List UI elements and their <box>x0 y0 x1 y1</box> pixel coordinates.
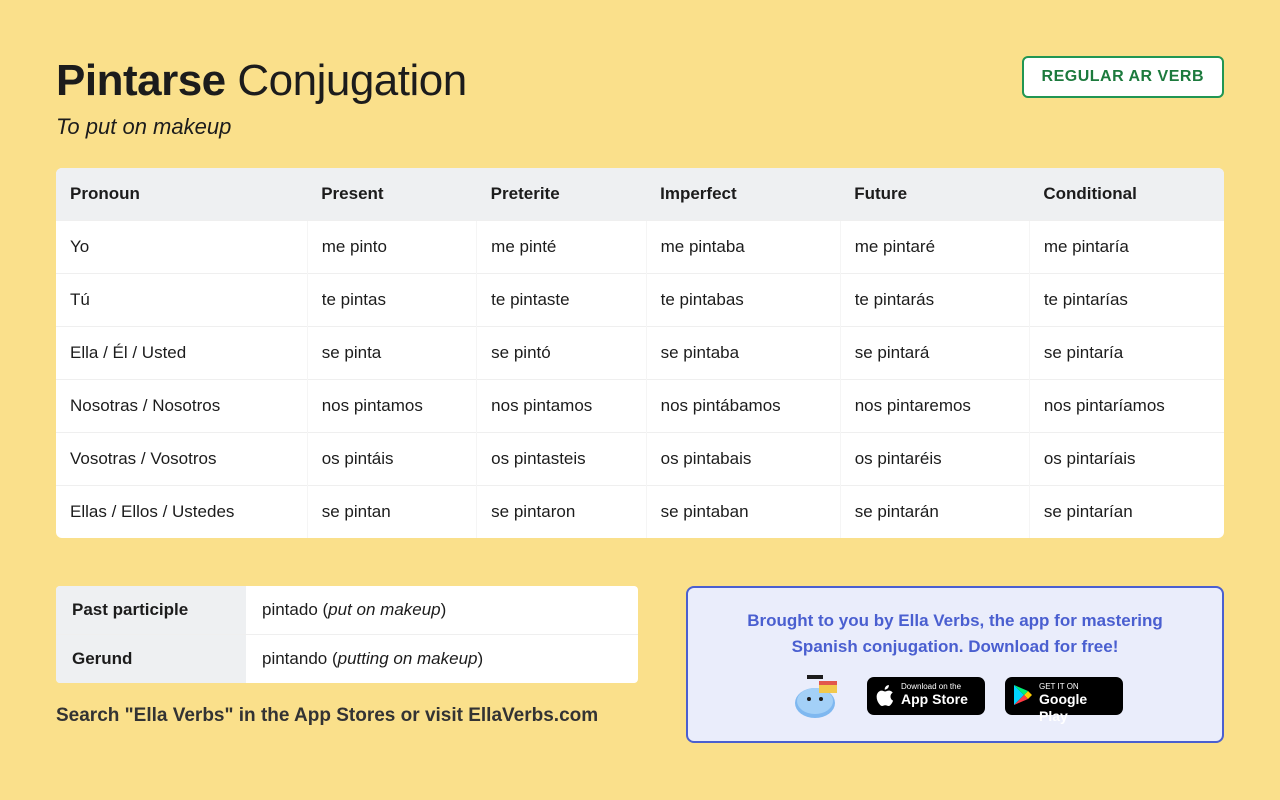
conjugation-cell: me pintaba <box>646 221 840 274</box>
conjugation-cell: os pintaríais <box>1029 433 1224 486</box>
conjugation-cell: se pintó <box>477 327 646 380</box>
title-suffix: Conjugation <box>237 56 466 105</box>
conjugation-cell: me pinté <box>477 221 646 274</box>
conjugation-cell: se pintarían <box>1029 486 1224 539</box>
pronoun-cell: Yo <box>56 221 307 274</box>
conjugation-cell: se pintaron <box>477 486 646 539</box>
conjugation-cell: me pintaré <box>840 221 1029 274</box>
conjugation-cell: nos pintamos <box>307 380 476 433</box>
pronoun-cell: Nosotras / Nosotros <box>56 380 307 433</box>
page-title: Pintarse Conjugation <box>56 56 467 106</box>
gerund-value: pintando (putting on makeup) <box>246 635 638 684</box>
conjugation-cell: se pinta <box>307 327 476 380</box>
conjugation-cell: me pinto <box>307 221 476 274</box>
conjugation-cell: os pintabais <box>646 433 840 486</box>
conjugation-cell: se pintaba <box>646 327 840 380</box>
table-header-row: Pronoun Present Preterite Imperfect Futu… <box>56 168 1224 221</box>
conjugation-cell: os pintaréis <box>840 433 1029 486</box>
col-preterite: Preterite <box>477 168 646 221</box>
google-play-badge[interactable]: GET IT ON Google Play <box>1005 677 1123 715</box>
table-row: Ellas / Ellos / Ustedesse pintanse pinta… <box>56 486 1224 539</box>
gerund-label: Gerund <box>56 635 246 684</box>
conjugation-cell: te pintabas <box>646 274 840 327</box>
conjugation-cell: os pintasteis <box>477 433 646 486</box>
col-future: Future <box>840 168 1029 221</box>
gerund-row: Gerund pintando (putting on makeup) <box>56 635 638 684</box>
promo-box: Brought to you by Ella Verbs, the app fo… <box>686 586 1224 743</box>
col-conditional: Conditional <box>1029 168 1224 221</box>
conjugation-cell: nos pintábamos <box>646 380 840 433</box>
conjugation-cell: nos pintaremos <box>840 380 1029 433</box>
pronoun-cell: Vosotras / Vosotros <box>56 433 307 486</box>
verb-type-badge: REGULAR AR VERB <box>1022 56 1224 98</box>
mascot-icon <box>787 673 847 719</box>
conjugation-cell: te pintas <box>307 274 476 327</box>
conjugation-cell: te pintarías <box>1029 274 1224 327</box>
conjugation-cell: te pintarás <box>840 274 1029 327</box>
google-play-icon <box>1013 684 1033 706</box>
past-participle-label: Past participle <box>56 586 246 635</box>
table-row: Túte pintaste pintastete pintabaste pint… <box>56 274 1224 327</box>
table-row: Ella / Él / Ustedse pintase pintóse pint… <box>56 327 1224 380</box>
conjugation-cell: se pintan <box>307 486 476 539</box>
col-pronoun: Pronoun <box>56 168 307 221</box>
past-participle-row: Past participle pintado (put on makeup) <box>56 586 638 635</box>
table-row: Nosotras / Nosotrosnos pintamosnos pinta… <box>56 380 1224 433</box>
conjugation-cell: se pintaría <box>1029 327 1224 380</box>
conjugation-cell: se pintaban <box>646 486 840 539</box>
pronoun-cell: Ellas / Ellos / Ustedes <box>56 486 307 539</box>
participle-table: Past participle pintado (put on makeup) … <box>56 586 638 683</box>
table-row: Vosotras / Vosotrosos pintáisos pintaste… <box>56 433 1224 486</box>
conjugation-cell: se pintará <box>840 327 1029 380</box>
search-line: Search "Ella Verbs" in the App Stores or… <box>56 705 638 727</box>
verb-name: Pintarse <box>56 56 226 105</box>
past-participle-value: pintado (put on makeup) <box>246 586 638 635</box>
conjugation-cell: me pintaría <box>1029 221 1224 274</box>
conjugation-cell: os pintáis <box>307 433 476 486</box>
table-row: Yome pintome pintéme pintabame pintaréme… <box>56 221 1224 274</box>
conjugation-cell: nos pintaríamos <box>1029 380 1224 433</box>
verb-translation: To put on makeup <box>56 114 467 140</box>
promo-text: Brought to you by Ella Verbs, the app fo… <box>712 608 1198 659</box>
conjugation-cell: te pintaste <box>477 274 646 327</box>
app-store-badge[interactable]: Download on the App Store <box>867 677 985 715</box>
apple-icon <box>875 684 895 708</box>
col-present: Present <box>307 168 476 221</box>
pronoun-cell: Ella / Él / Usted <box>56 327 307 380</box>
col-imperfect: Imperfect <box>646 168 840 221</box>
conjugation-table: Pronoun Present Preterite Imperfect Futu… <box>56 168 1224 538</box>
conjugation-cell: nos pintamos <box>477 380 646 433</box>
conjugation-cell: se pintarán <box>840 486 1029 539</box>
pronoun-cell: Tú <box>56 274 307 327</box>
